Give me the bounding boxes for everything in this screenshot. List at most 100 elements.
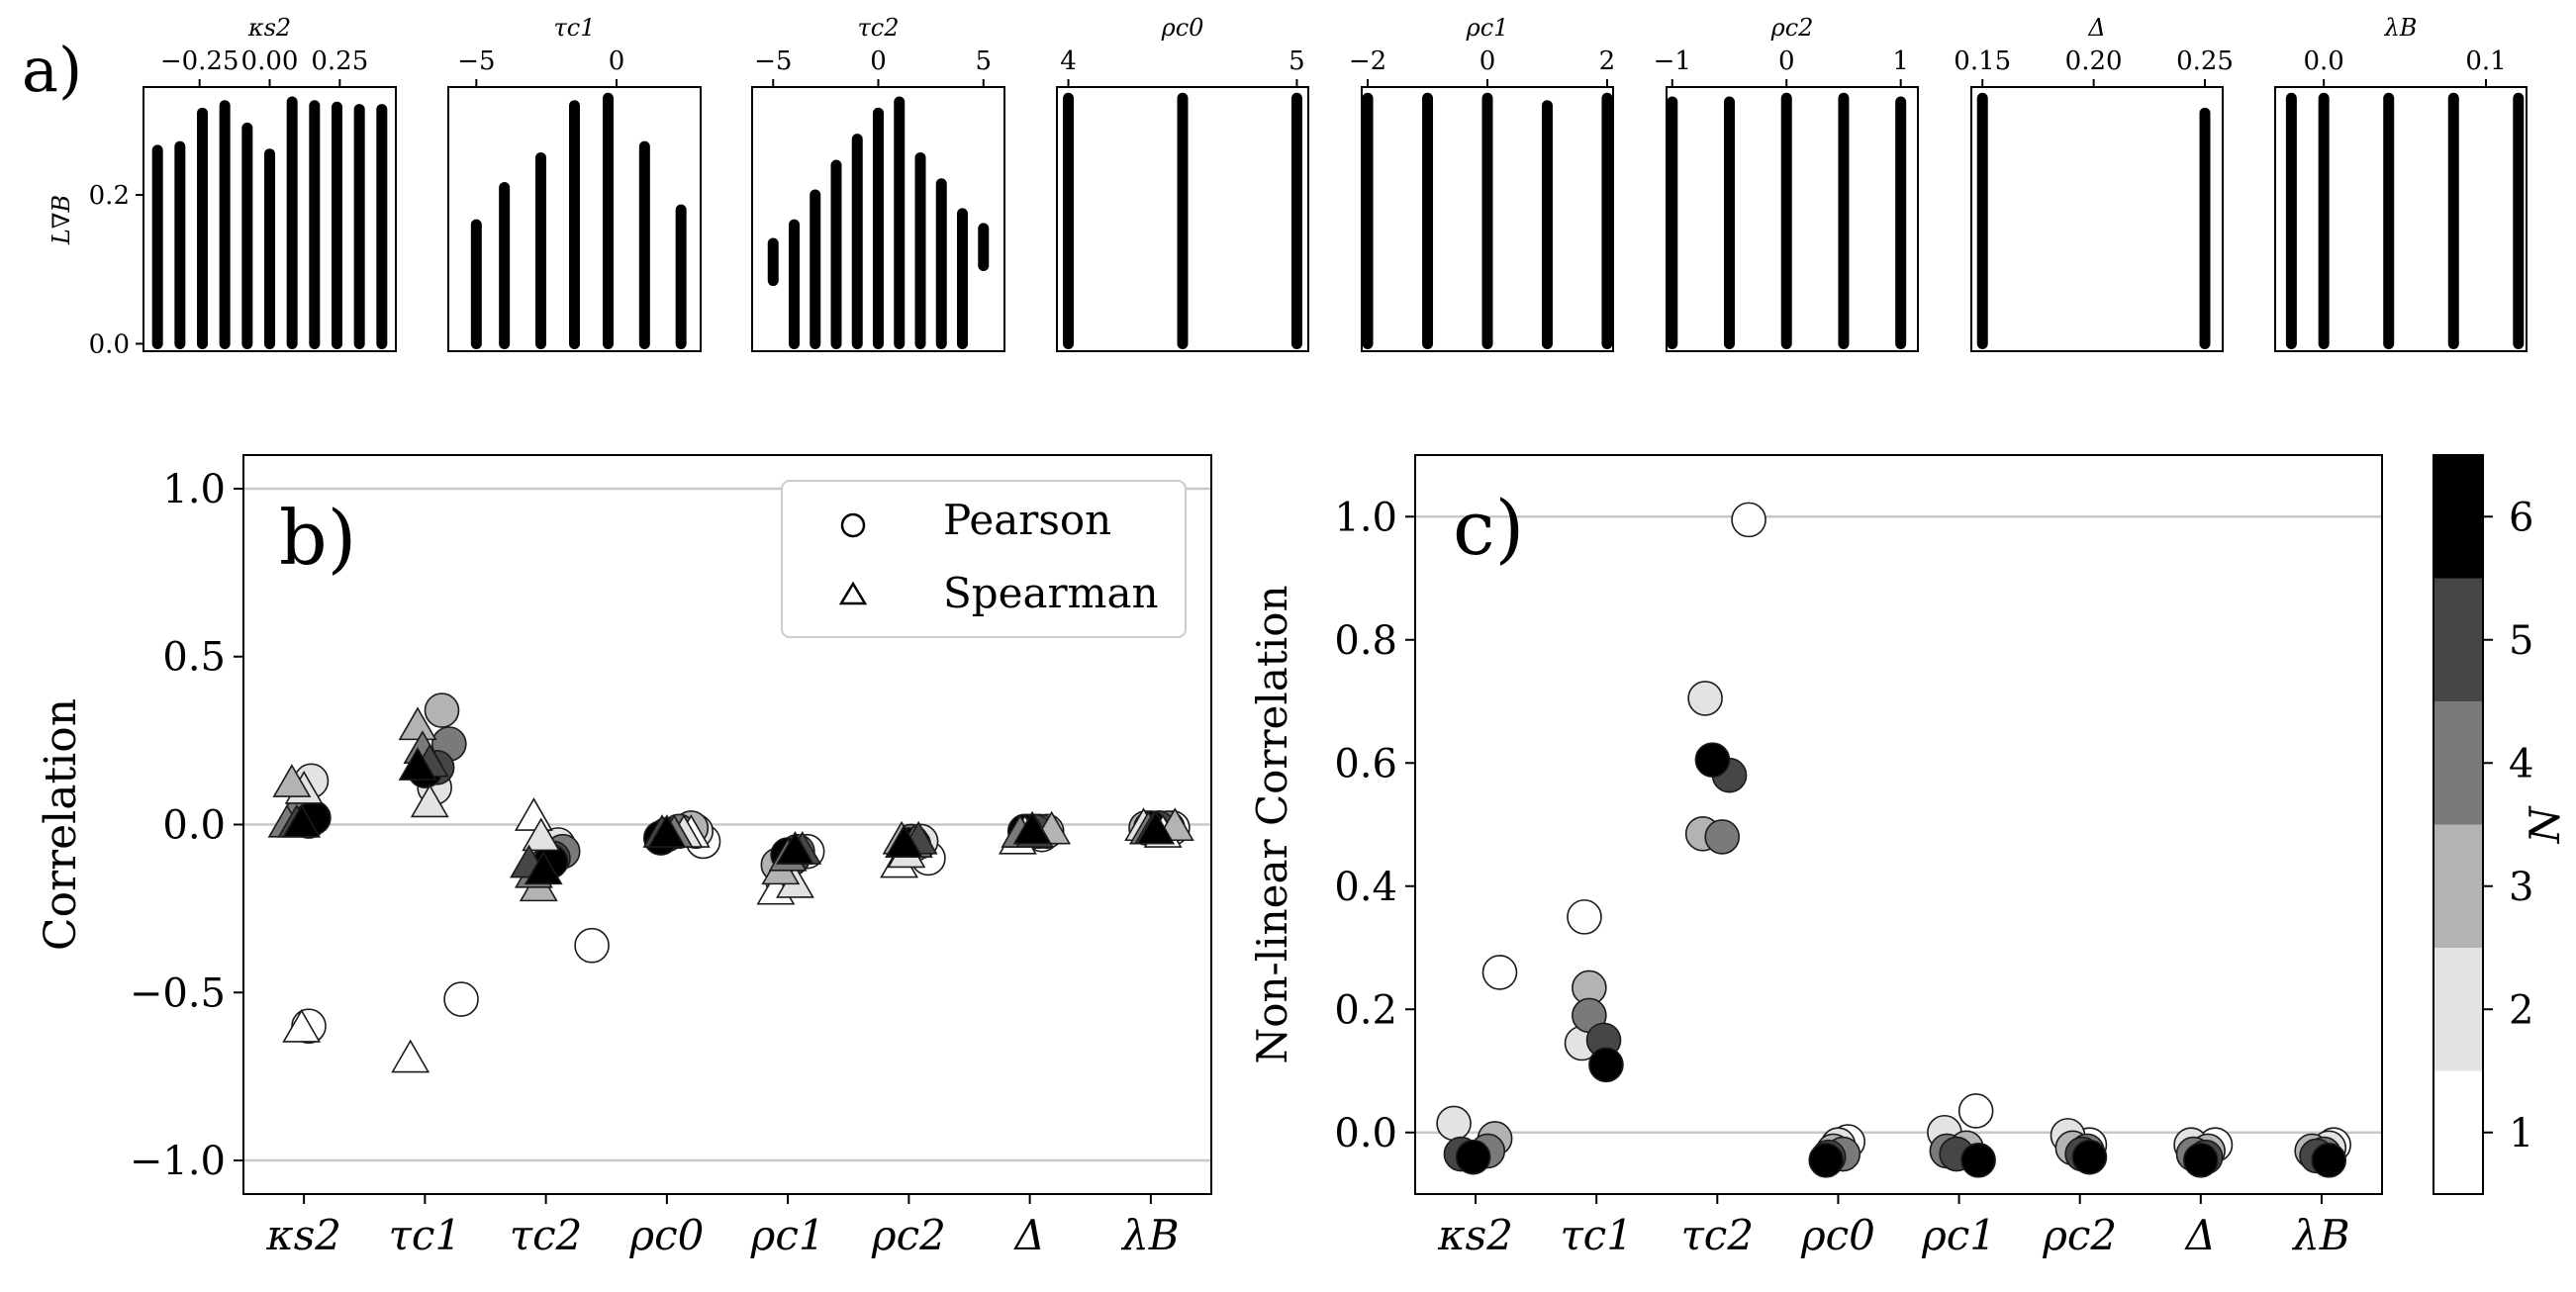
panel-c-ytick-label: 1.0 (1334, 495, 1397, 540)
panel-a-xtick-label: 0.15 (1954, 46, 2011, 76)
colorbar-tick-label: 1 (2509, 1111, 2533, 1156)
panel-a-xtick-label: 5 (975, 46, 992, 76)
panel-a-xtick-label: 0.00 (241, 46, 299, 76)
panel-a-subplot-title: τc1 (554, 14, 596, 42)
panel-a-frame (1666, 86, 1919, 352)
panel-c-non-linear-point (1957, 1093, 1994, 1129)
colorbar-tick-label: 4 (2509, 741, 2533, 786)
panel-b-ytick-label: 0.0 (162, 803, 226, 849)
colorbar-label: N (2521, 805, 2569, 844)
panel-b-xtick-label: ρc0 (628, 1211, 704, 1259)
colorbar-segment (2433, 1070, 2483, 1194)
panel-a-xtick-label: −1 (1654, 46, 1691, 76)
panel-c-non-linear-point (1731, 502, 1766, 538)
panel-b-legend-label-pearson: Pearson (943, 496, 1111, 544)
panel-b-spearman-point (391, 1039, 430, 1073)
panel-b-ytick-label: −0.5 (130, 970, 226, 1016)
panel-a-xtick-label: 0 (870, 46, 887, 76)
colorbar-frame (2433, 454, 2484, 1195)
panel-a-xtick-label: 5 (1288, 46, 1305, 76)
panel-b-spearman-point (282, 1009, 322, 1043)
panel-a-xtick-label: 0 (609, 46, 625, 76)
panel-b-spearman-point (1136, 810, 1176, 845)
panel-b-spearman-point (1012, 810, 1052, 845)
panel-b-xtick-label: Δ (1012, 1211, 1044, 1259)
panel-c-xtick-label: ρc0 (1800, 1211, 1875, 1259)
panel-c-ylabel: Non-linear Correlation (1248, 585, 1296, 1063)
panel-c-non-linear-point (1567, 899, 1602, 935)
panel-b-spearman-point (776, 831, 814, 865)
panel-a-xtick-label: −2 (1349, 46, 1386, 76)
panel-c-xtick-label: κs2 (1437, 1211, 1513, 1259)
panel-b-xtick-label: τc1 (389, 1211, 461, 1259)
colorbar-segment (2433, 578, 2483, 701)
panel-a-frame (2274, 86, 2528, 352)
panel-b-legend-circle-marker (840, 512, 866, 538)
panel-a-ylabel: L∇B (48, 195, 75, 245)
panel-c-frame (1414, 454, 2383, 1195)
panel-b-ylabel: Correlation (36, 698, 86, 951)
panel-b-label: b) (279, 494, 356, 582)
panel-a-subplot-title: κs2 (247, 14, 291, 42)
panel-b-pearson-point (574, 927, 610, 964)
panel-a-xtick-label: 1 (1892, 46, 1909, 76)
panel-c-non-linear-point (1808, 1142, 1845, 1178)
panel-c-ytick-label: 0.4 (1334, 865, 1397, 910)
panel-a-xtick-label: 4 (1060, 46, 1077, 76)
panel-c-non-linear-point (1687, 681, 1723, 716)
panel-a-subplot (447, 79, 702, 352)
panel-b-spearman-point (514, 797, 553, 831)
panel-b-xtick-label: κs2 (265, 1211, 341, 1259)
panel-b-spearman-point (524, 851, 563, 885)
panel-c-xtick-label: ρc1 (1921, 1211, 1996, 1259)
colorbar-segment (2433, 455, 2483, 579)
panel-c-ytick-label: 0.0 (1334, 1111, 1397, 1156)
panel-a-subplot (2274, 79, 2528, 352)
panel-a-subplot (751, 79, 1005, 352)
panel-b-ytick-label: 1.0 (162, 467, 226, 512)
panel-a-subplot (1056, 79, 1309, 352)
panel-b-legend (781, 480, 1187, 638)
panel-c-ytick-label: 0.2 (1334, 987, 1397, 1033)
panel-c-non-linear-point (1436, 1105, 1472, 1142)
panel-b-spearman-point (522, 817, 561, 852)
panel-a-subplot-title: λB (2384, 14, 2418, 42)
panel-c-label: c) (1453, 484, 1524, 572)
panel-a-ytick-label: 0.0 (89, 329, 130, 359)
colorbar-tick-label: 3 (2509, 865, 2533, 910)
panel-a-xtick-label: 0 (1778, 46, 1795, 76)
panel-a-xtick-label: 0 (1479, 46, 1496, 76)
panel-c-xtick-label: λB (2291, 1211, 2349, 1259)
panel-a-xtick-label: −5 (457, 46, 495, 76)
panel-c-non-linear-point (1694, 742, 1731, 778)
panel-a-subplot (1666, 79, 1919, 352)
panel-c-ytick-label: 0.8 (1334, 618, 1397, 664)
panel-a-xtick-label: 0.0 (2303, 46, 2343, 76)
panel-b-pearson-point (443, 981, 479, 1017)
panel-b-ytick-label: 0.5 (162, 635, 226, 681)
panel-b-xtick-label: λB (1120, 1211, 1179, 1259)
panel-b-spearman-point (885, 824, 923, 859)
panel-a-ytick-label: 0.2 (89, 181, 130, 211)
colorbar-segment (2433, 701, 2483, 825)
panel-b-ytick-label: −1.0 (130, 1139, 226, 1184)
panel-a-subplot (1361, 79, 1614, 352)
panel-a-xtick-label: 0.20 (2065, 46, 2123, 76)
panel-a-xtick-label: 0.25 (311, 46, 368, 76)
panel-a-xtick-label: 0.25 (2176, 46, 2234, 76)
panel-b-spearman-point (282, 803, 322, 838)
panel-a-label: a) (22, 34, 82, 106)
panel-b-spearman-point (398, 747, 437, 781)
panel-b (234, 454, 1212, 1204)
panel-b-xtick-label: τc2 (510, 1211, 582, 1259)
panel-c-non-linear-point (1960, 1142, 1996, 1178)
panel-a-frame (1970, 86, 2224, 352)
panel-b-spearman-point (410, 784, 449, 818)
panel-c-non-linear-point (1588, 1047, 1624, 1083)
panel-c-non-linear-point (2311, 1142, 2347, 1178)
panel-a-frame (447, 86, 702, 352)
panel-a-subplot-title: ρc1 (1466, 14, 1509, 42)
panel-b-spearman-point (272, 764, 312, 797)
panel-c-ytick-label: 0.6 (1334, 741, 1397, 786)
